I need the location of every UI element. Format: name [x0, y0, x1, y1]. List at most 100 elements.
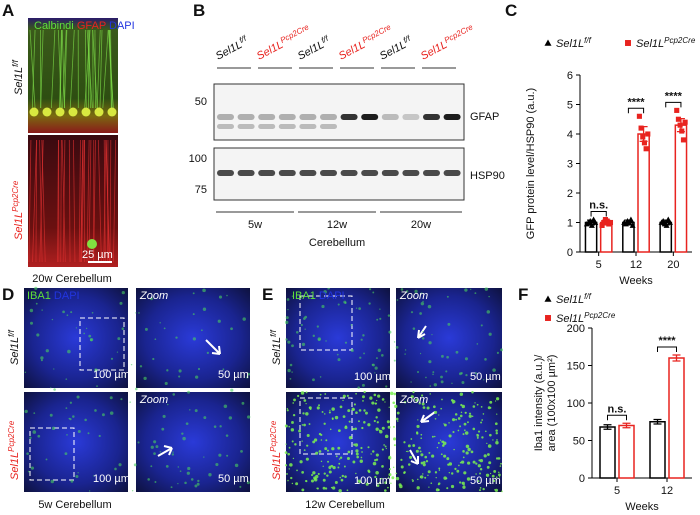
- y-axis-label: GFP protein level/HSP90 (a.u.): [525, 88, 537, 239]
- arrow: [409, 449, 419, 465]
- texture: [442, 444, 445, 447]
- texture: [484, 430, 487, 433]
- texture: [371, 401, 375, 405]
- texture: [400, 465, 404, 469]
- texture: [377, 348, 381, 352]
- genotype-label: Sel1LPcp2Cre: [418, 22, 478, 63]
- texture: [379, 430, 383, 434]
- texture: [197, 367, 201, 371]
- texture: [342, 394, 346, 398]
- texture: [387, 486, 389, 489]
- texture: [30, 466, 35, 470]
- texture: [187, 390, 190, 394]
- texture: [318, 404, 320, 407]
- texture: [472, 460, 476, 464]
- texture: [439, 439, 442, 441]
- panel-label: E: [262, 285, 273, 304]
- texture: [458, 372, 462, 376]
- texture: [354, 427, 357, 431]
- texture: [292, 413, 296, 417]
- texture: [498, 471, 500, 474]
- texture: [75, 327, 78, 329]
- texture: [467, 447, 471, 452]
- bar: [649, 421, 666, 479]
- texture: [287, 308, 289, 311]
- texture: [77, 429, 81, 434]
- texture: [86, 29, 93, 109]
- texture: [392, 425, 395, 428]
- texture: [317, 338, 321, 341]
- row-label: Sel1Lf/f: [7, 329, 22, 365]
- texture: [384, 434, 389, 439]
- texture: [455, 350, 459, 354]
- texture: [361, 426, 364, 430]
- y-tick-label: 200: [567, 323, 585, 335]
- texture: [116, 351, 119, 353]
- texture: [373, 393, 377, 397]
- texture: [196, 482, 200, 486]
- texture: [388, 406, 390, 408]
- texture: [494, 422, 498, 426]
- bands: [217, 114, 461, 176]
- texture: [395, 345, 399, 349]
- band: [217, 124, 234, 129]
- band: [443, 114, 461, 120]
- texture: [420, 292, 423, 295]
- texture: [464, 288, 468, 292]
- texture: [228, 416, 233, 420]
- texture: [295, 482, 299, 486]
- texture: [308, 423, 311, 425]
- texture: [109, 411, 114, 415]
- texture: [138, 312, 140, 314]
- texture: [322, 486, 326, 490]
- texture: [165, 465, 169, 468]
- texture: [467, 421, 469, 424]
- texture: [426, 406, 430, 410]
- texture: [441, 440, 445, 443]
- genotype: f/f: [11, 59, 20, 66]
- error-bar: [602, 219, 611, 226]
- texture: [98, 434, 101, 438]
- texture: [186, 471, 190, 475]
- texture: [458, 464, 460, 467]
- data-point: [645, 131, 651, 137]
- texture: [432, 371, 435, 374]
- texture: [460, 460, 465, 464]
- texture: [376, 399, 378, 402]
- bar: [674, 124, 688, 253]
- texture: [81, 139, 85, 263]
- genotype: f/f: [7, 329, 16, 336]
- texture: [369, 288, 372, 291]
- texture: [218, 453, 222, 457]
- texture: [452, 430, 455, 434]
- legend-sup: Pcp2Cre: [584, 311, 616, 320]
- y-tick-label: 1: [567, 218, 573, 230]
- texture: [388, 473, 392, 477]
- texture: [484, 287, 489, 291]
- texture: [219, 425, 222, 428]
- arrow: [417, 325, 427, 339]
- significance-bracket: [627, 107, 645, 114]
- texture: [51, 426, 56, 430]
- texture: [452, 402, 454, 404]
- texture: [422, 460, 426, 464]
- band: [258, 124, 276, 129]
- texture: [369, 396, 373, 400]
- texture: [443, 454, 447, 458]
- texture: [312, 440, 316, 444]
- texture: [367, 469, 370, 473]
- texture: [287, 452, 291, 456]
- band: [381, 170, 399, 176]
- texture: [478, 459, 481, 462]
- texture: [329, 409, 331, 412]
- texture: [431, 435, 434, 438]
- panel-label: D: [2, 285, 14, 304]
- texture: [475, 473, 477, 475]
- stain: IBA1: [27, 290, 51, 302]
- texture: [344, 341, 348, 344]
- texture: [496, 413, 498, 415]
- texture: [438, 469, 441, 471]
- stain: DAPI: [54, 290, 80, 302]
- texture: [482, 413, 485, 415]
- texture: [415, 449, 419, 453]
